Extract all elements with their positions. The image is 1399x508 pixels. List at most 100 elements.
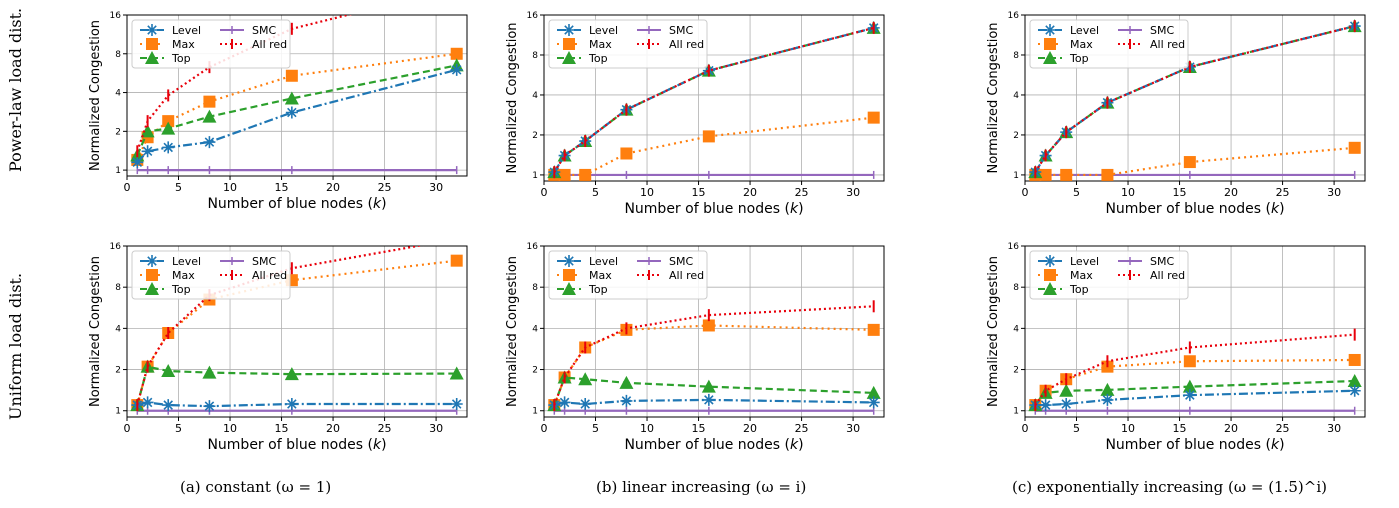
legend-marker-level <box>563 255 575 267</box>
marker-triangle <box>284 367 299 381</box>
legend-marker-max <box>1044 38 1056 50</box>
x-tick-label: 30 <box>429 422 443 435</box>
series-line-top <box>136 64 457 156</box>
series-group <box>130 15 464 175</box>
legend-label-allred: All red <box>252 38 287 51</box>
marker-star <box>203 400 216 413</box>
legend-label-level: Level <box>1070 255 1099 268</box>
legend-label-top: Top <box>1069 52 1089 65</box>
marker-square <box>450 47 463 60</box>
point-level <box>285 398 298 411</box>
marker-triangle <box>161 121 176 135</box>
legend-marker-level <box>563 24 575 36</box>
y-tick-label: 4 <box>115 324 121 334</box>
x-axis-label: Number of blue nodes (k) <box>207 437 386 453</box>
x-tick-label: 30 <box>1327 422 1341 435</box>
legend: Level SMC Max All red Top <box>1029 250 1189 300</box>
point-level <box>702 393 715 406</box>
y-axis-label: Normalized Congestion <box>88 20 103 171</box>
marker-triangle <box>145 282 159 295</box>
x-tick-label: 10 <box>223 422 237 435</box>
x-tick-label: 30 <box>846 422 860 435</box>
y-tick-label: 8 <box>115 283 121 293</box>
point-top <box>202 365 217 379</box>
marker-square <box>1348 353 1361 366</box>
legend-label-top: Top <box>171 52 191 65</box>
x-axis-label: Number of blue nodes (k) <box>624 201 803 217</box>
marker-star <box>1348 384 1361 397</box>
marker-star <box>141 396 154 409</box>
x-tick-label: 30 <box>1327 186 1341 199</box>
point-top <box>1059 383 1074 397</box>
x-tick-label: 30 <box>429 181 443 194</box>
marker-square <box>702 319 715 332</box>
marker-triangle <box>562 282 576 295</box>
point-level <box>203 136 216 149</box>
legend-marker-max <box>146 269 158 281</box>
x-axis-label: Number of blue nodes (k) <box>624 437 803 453</box>
series-line-allred <box>553 26 874 173</box>
marker-triangle <box>161 364 176 378</box>
point-max <box>702 319 715 332</box>
point-level <box>579 398 592 411</box>
x-axis-label: Number of blue nodes (k) <box>1105 437 1284 453</box>
marker-square <box>702 130 715 143</box>
x-tick-label: 5 <box>1073 422 1080 435</box>
chart-panel-2: 0 5 10 15 20 25 30 1 2 4 8 16 Number of blue nodes (… <box>505 11 885 217</box>
marker-square <box>1183 355 1196 368</box>
row-label-power-law: Power-law load dist. <box>6 7 25 172</box>
point-level <box>450 398 463 411</box>
y-tick-label: 8 <box>532 283 538 293</box>
caption-a: (a) constant (ω = 1) <box>180 478 332 496</box>
x-tick-label: 25 <box>1276 186 1290 199</box>
series-group <box>130 246 464 415</box>
x-tick-label: 25 <box>795 422 809 435</box>
marker-star <box>867 396 880 409</box>
legend-label-level: Level <box>172 255 201 268</box>
y-tick-label: 4 <box>115 89 121 99</box>
point-max <box>702 130 715 143</box>
point-top <box>1347 373 1362 387</box>
x-tick-label: 20 <box>1224 186 1238 199</box>
x-tick-label: 15 <box>692 186 706 199</box>
point-level <box>285 106 298 119</box>
marker-square <box>563 38 575 50</box>
series-group <box>1028 19 1362 181</box>
legend-label-allred: All red <box>1150 269 1185 282</box>
legend-label-max: Max <box>589 269 612 282</box>
x-tick-label: 25 <box>378 422 392 435</box>
point-max <box>620 147 633 160</box>
row-label-uniform: Uniform load dist. <box>6 272 25 420</box>
marker-square <box>1183 156 1196 169</box>
marker-star <box>450 398 463 411</box>
x-tick-label: 15 <box>1173 422 1187 435</box>
y-tick-label: 2 <box>115 366 121 376</box>
y-axis-label: Normalized Congestion <box>505 256 520 407</box>
legend-label-max: Max <box>172 38 195 51</box>
legend: Level SMC Max All red Top <box>1029 19 1189 69</box>
series-group <box>547 20 881 181</box>
marker-triangle <box>284 91 299 105</box>
y-tick-label: 2 <box>1013 366 1019 376</box>
point-top <box>161 364 176 378</box>
marker-star <box>579 398 592 411</box>
point-level <box>131 156 144 169</box>
point-top <box>284 367 299 381</box>
x-tick-label: 0 <box>541 186 548 199</box>
x-tick-label: 20 <box>326 422 340 435</box>
marker-star <box>1060 398 1073 411</box>
point-level <box>203 400 216 413</box>
marker-star <box>1044 255 1056 267</box>
legend-label-level: Level <box>589 255 618 268</box>
legend: Level SMC Max All red Top <box>548 19 708 69</box>
marker-square <box>1044 269 1056 281</box>
legend-label-allred: All red <box>252 269 287 282</box>
marker-star <box>146 255 158 267</box>
marker-star <box>563 255 575 267</box>
point-top <box>578 372 593 386</box>
x-tick-label: 15 <box>1173 186 1187 199</box>
marker-square <box>620 147 633 160</box>
x-tick-label: 0 <box>124 422 131 435</box>
series-line-level <box>1035 389 1355 407</box>
